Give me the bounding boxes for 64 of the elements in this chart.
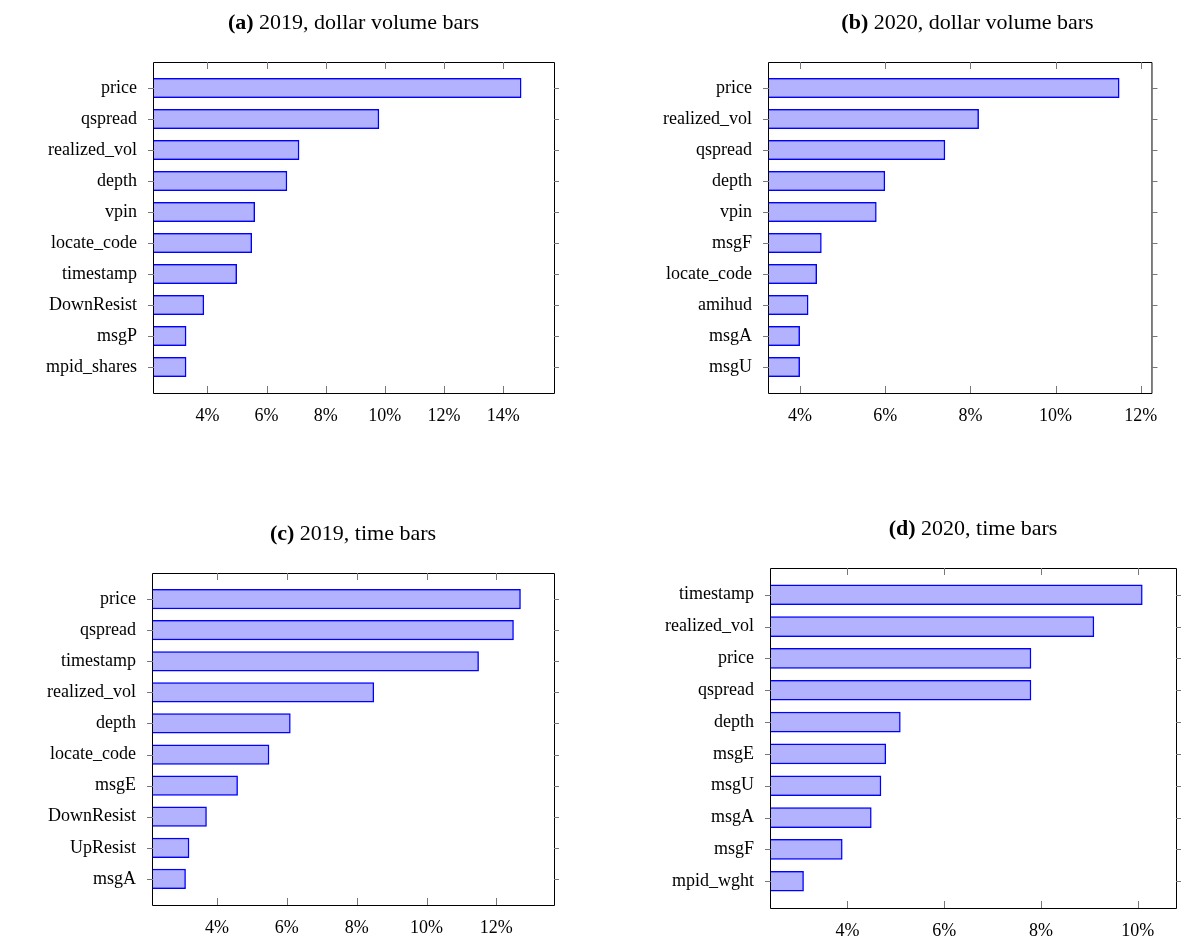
x-tick-label: 14% <box>486 404 520 425</box>
y-tick-label: price <box>718 647 754 668</box>
x-tick-label: 10% <box>368 404 402 425</box>
chart-title: (c) 2019, time bars <box>269 520 437 546</box>
x-tick-label: 6% <box>873 404 898 425</box>
y-tick-label: msgF <box>711 231 752 252</box>
y-tick-label: price <box>101 76 137 97</box>
x-tick-label: 6% <box>254 404 279 425</box>
x-tick-label: 4% <box>835 919 860 940</box>
y-tick-label: depth <box>96 712 136 733</box>
chart-title: (b) 2020, dollar volume bars <box>841 9 1094 35</box>
y-tick-label: mpid_wght <box>671 869 754 890</box>
x-tick-label: 4% <box>195 404 220 425</box>
y-tick-label: msgA <box>92 867 136 888</box>
y-tick-label: msgE <box>712 742 754 763</box>
x-tick-label: 10% <box>1039 404 1073 425</box>
x-tick-label: 4% <box>787 404 812 425</box>
y-tick-label: price <box>100 587 136 608</box>
y-tick-label: msgP <box>96 324 137 345</box>
y-tick-label: qspread <box>696 138 752 159</box>
x-tick-label: 12% <box>479 916 513 937</box>
x-tick-label: 6% <box>932 919 957 940</box>
y-tick-label: msgF <box>713 838 754 859</box>
y-tick-label: vpin <box>719 200 752 221</box>
y-tick-label: vpin <box>104 200 137 221</box>
y-tick-label: realized_vol <box>663 107 752 128</box>
x-tick-label: 10% <box>1121 919 1155 940</box>
x-tick-label: 10% <box>410 916 444 937</box>
y-tick-label: realized_vol <box>48 138 137 159</box>
y-tick-label: timestamp <box>679 583 754 604</box>
y-tick-label: timestamp <box>62 262 137 283</box>
y-tick-label: qspread <box>698 678 754 699</box>
y-tick-label: msgE <box>94 774 136 795</box>
y-tick-label: locate_code <box>50 743 137 764</box>
y-tick-label: amihud <box>698 293 752 314</box>
y-tick-label: msgU <box>708 355 752 376</box>
y-tick-label: price <box>716 76 752 97</box>
y-tick-label: realized_vol <box>47 681 136 702</box>
y-tick-label: qspread <box>80 618 136 639</box>
y-tick-label: realized_vol <box>665 615 754 636</box>
y-tick-label: depth <box>97 169 137 190</box>
y-tick-label: locate_code <box>666 262 753 283</box>
y-tick-label: msgA <box>710 806 754 827</box>
y-tick-label: DownResist <box>48 293 137 314</box>
y-tick-label: UpResist <box>69 836 136 857</box>
y-tick-label: DownResist <box>47 805 136 826</box>
x-tick-label: 8% <box>344 916 369 937</box>
x-tick-label: 6% <box>274 916 299 937</box>
x-tick-label: 8% <box>313 404 338 425</box>
y-tick-label: msgU <box>710 774 754 795</box>
y-tick-label: locate_code <box>51 231 138 252</box>
y-tick-label: timestamp <box>61 650 136 671</box>
y-tick-label: mpid_shares <box>46 355 137 376</box>
chart-title: (a) 2019, dollar volume bars <box>227 9 480 35</box>
y-tick-label: msgA <box>708 324 752 345</box>
x-tick-label: 12% <box>427 404 461 425</box>
y-tick-label: qspread <box>81 107 137 128</box>
x-tick-label: 12% <box>1124 404 1158 425</box>
y-tick-label: depth <box>714 710 754 731</box>
x-tick-label: 8% <box>1028 919 1053 940</box>
chart-title: (d) 2020, time bars <box>888 515 1058 541</box>
y-tick-label: depth <box>712 169 752 190</box>
x-tick-label: 8% <box>958 404 983 425</box>
x-tick-label: 4% <box>204 916 229 937</box>
